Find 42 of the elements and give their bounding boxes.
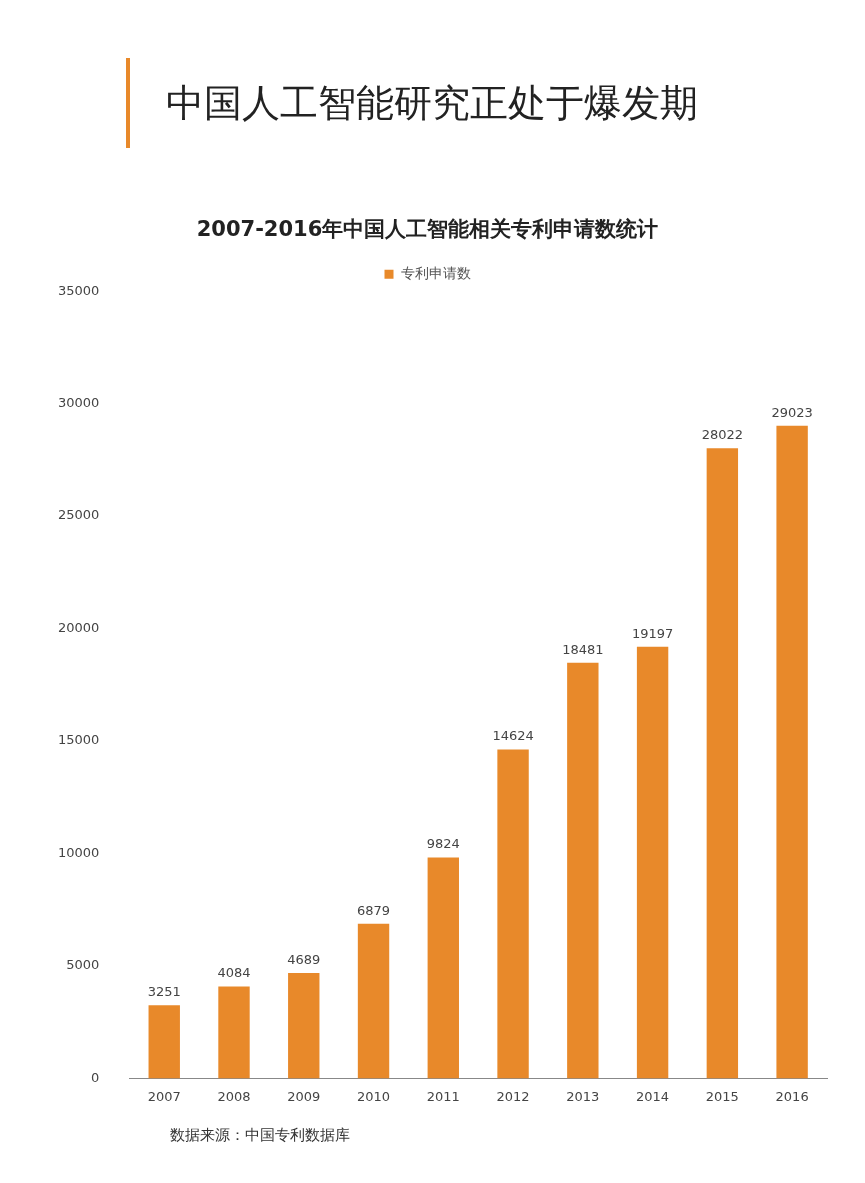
x-tick-label: 2008	[217, 1088, 251, 1104]
source-note: 数据来源：中国专利数据库	[169, 1125, 351, 1145]
y-tick-label: 20000	[58, 619, 100, 635]
x-tick-label: 2011	[426, 1088, 460, 1104]
chart-subtitle: 2007-2016年中国人工智能相关专利申请数统计	[196, 217, 659, 242]
y-tick-label: 25000	[58, 507, 100, 523]
y-tick-label: 35000	[58, 282, 100, 298]
bar	[288, 972, 320, 1079]
data-label: 14624	[492, 728, 534, 744]
x-tick-label: 2015	[705, 1088, 739, 1104]
y-tick-label: 10000	[58, 844, 100, 860]
data-label: 6879	[356, 902, 391, 918]
bar	[218, 986, 250, 1079]
bar	[497, 749, 529, 1079]
bar	[706, 448, 739, 1079]
x-tick-label: 2016	[775, 1088, 809, 1104]
y-tick-label: 5000	[66, 957, 100, 973]
data-label: 3251	[147, 984, 181, 1000]
legend-label: 专利申请数	[400, 264, 471, 281]
y-tick-label: 15000	[58, 732, 100, 748]
data-label: 29023	[771, 404, 813, 420]
data-label: 18481	[562, 641, 604, 657]
bar	[148, 1005, 180, 1079]
data-label: 4689	[287, 951, 321, 967]
bar	[776, 425, 808, 1079]
x-tick-label: 2012	[496, 1088, 530, 1104]
bar	[636, 646, 669, 1079]
x-tick-label: 2014	[636, 1088, 670, 1104]
chart-title: 中国人工智能研究正处于爆发期	[166, 79, 698, 127]
data-label: 9824	[426, 836, 460, 852]
x-tick-label: 2010	[356, 1088, 391, 1104]
data-label: 28022	[701, 427, 744, 443]
x-tick-label: 2009	[287, 1088, 321, 1104]
y-tick-label: 0	[91, 1069, 100, 1085]
bar	[357, 923, 390, 1079]
data-label: 4084	[217, 965, 251, 981]
data-label: 19197	[631, 625, 674, 641]
bar	[427, 857, 459, 1079]
y-tick-label: 30000	[58, 395, 100, 411]
bar	[567, 662, 599, 1079]
x-tick-label: 2013	[566, 1088, 600, 1104]
x-tick-label: 2007	[147, 1088, 181, 1104]
